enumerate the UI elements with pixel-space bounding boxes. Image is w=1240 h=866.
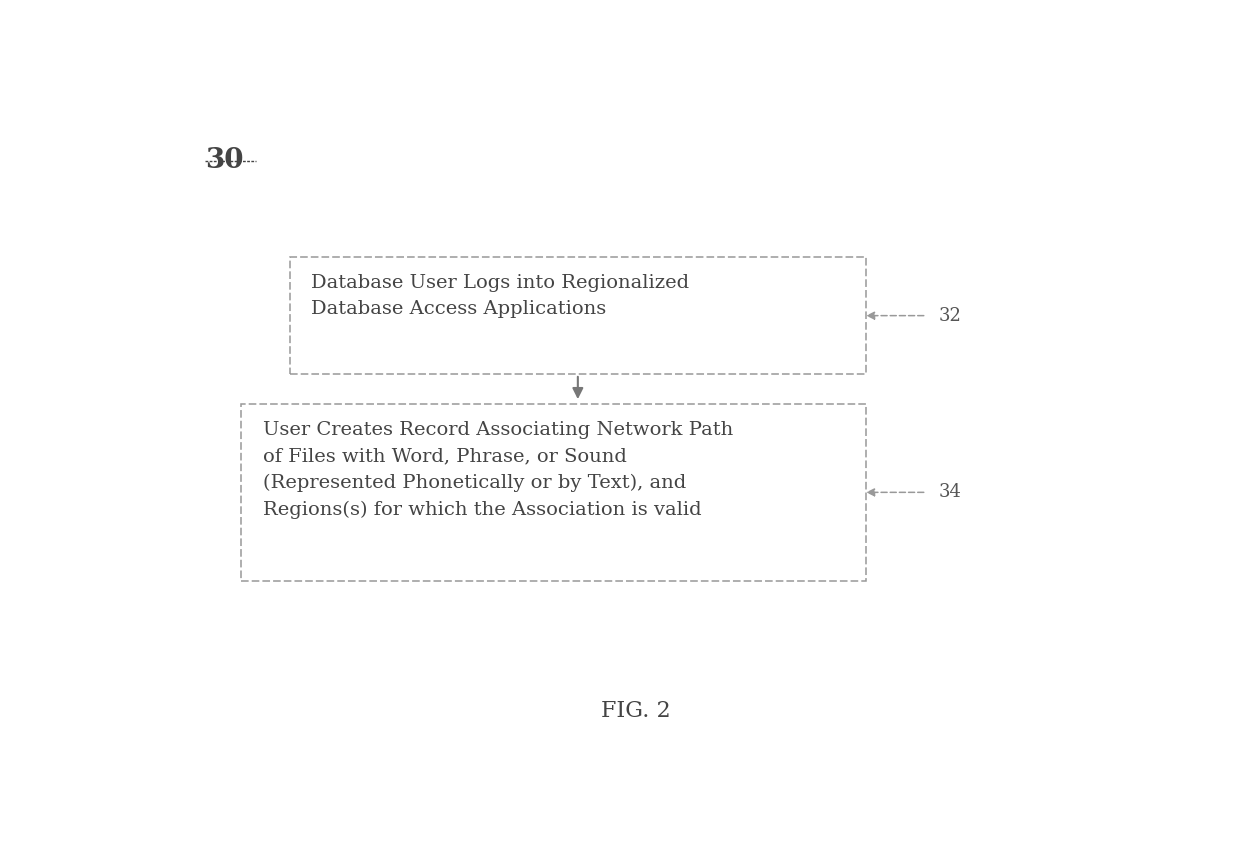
- Text: 30: 30: [205, 147, 243, 174]
- Text: 32: 32: [939, 307, 961, 325]
- Text: 34: 34: [939, 483, 961, 501]
- Bar: [242, 404, 866, 581]
- Text: FIG. 2: FIG. 2: [600, 700, 671, 721]
- Text: User Creates Record Associating Network Path
of Files with Word, Phrase, or Soun: User Creates Record Associating Network …: [263, 421, 733, 519]
- Text: Database User Logs into Regionalized
Database Access Applications: Database User Logs into Regionalized Dat…: [311, 274, 688, 319]
- Bar: [290, 257, 867, 374]
